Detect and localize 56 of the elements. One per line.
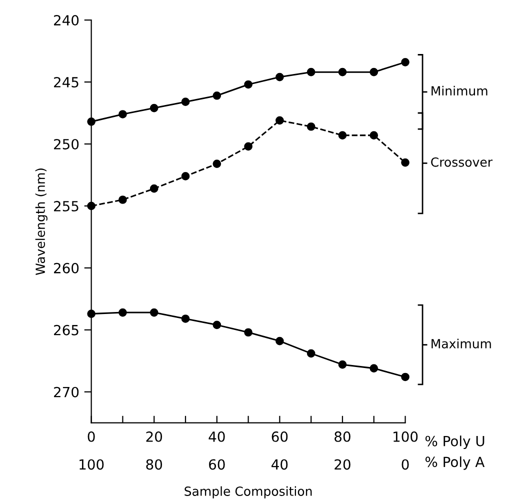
point — [181, 314, 190, 323]
x2-tick-label: 80 — [146, 459, 162, 470]
text: Maximum — [432, 338, 491, 348]
point — [150, 184, 158, 193]
point — [212, 320, 222, 330]
x-tick-label: 20 — [146, 431, 162, 442]
y-tick-label: 245 — [54, 76, 78, 88]
point — [181, 98, 190, 106]
point — [306, 349, 316, 358]
x-tick-label: 60 — [272, 431, 288, 442]
x2-tick-label: 100 — [80, 459, 104, 470]
point — [370, 68, 378, 76]
point — [244, 142, 252, 151]
x2-tick-label: 20 — [334, 459, 350, 470]
point — [118, 110, 127, 118]
x-tick-label: 100 — [394, 431, 418, 442]
point — [118, 308, 127, 317]
text: % Poly A — [425, 456, 485, 470]
y-tick-label: 270 — [54, 386, 79, 398]
point — [276, 116, 284, 125]
point — [401, 58, 410, 66]
x2-tick-label: 40 — [272, 459, 288, 470]
point — [306, 68, 316, 76]
x-tick-label: 40 — [208, 431, 225, 442]
x-tick-label: 80 — [334, 431, 350, 442]
point — [370, 131, 378, 140]
point — [338, 68, 347, 76]
point — [150, 104, 158, 112]
point — [244, 328, 252, 337]
point — [150, 308, 158, 317]
x-axis-title: Sample Composition — [184, 486, 312, 498]
point — [306, 122, 316, 131]
x-tick-label: 0 — [88, 431, 95, 442]
x2-tick-label: 0 — [402, 459, 409, 470]
text: Minimum — [432, 86, 488, 96]
y-axis-title: Wavelength (nm) — [35, 168, 48, 276]
y-tick-label: 250 — [54, 138, 79, 150]
y-tick-label: 265 — [54, 324, 78, 336]
point — [401, 158, 410, 167]
y-tick-label: 260 — [54, 262, 79, 274]
point — [338, 131, 347, 140]
x2-tick-label: 60 — [209, 459, 225, 470]
point — [401, 372, 410, 382]
y-tick-label: 255 — [54, 200, 78, 212]
point — [370, 364, 378, 372]
point — [276, 336, 284, 346]
point — [212, 91, 222, 100]
point — [244, 80, 252, 89]
point — [118, 196, 127, 204]
text: % Poly U — [425, 436, 484, 450]
point — [338, 360, 347, 369]
series-label: Crossover — [431, 157, 493, 167]
point — [276, 72, 284, 82]
point — [212, 160, 222, 168]
y-tick-label: 240 — [54, 15, 79, 26]
point — [181, 172, 190, 180]
